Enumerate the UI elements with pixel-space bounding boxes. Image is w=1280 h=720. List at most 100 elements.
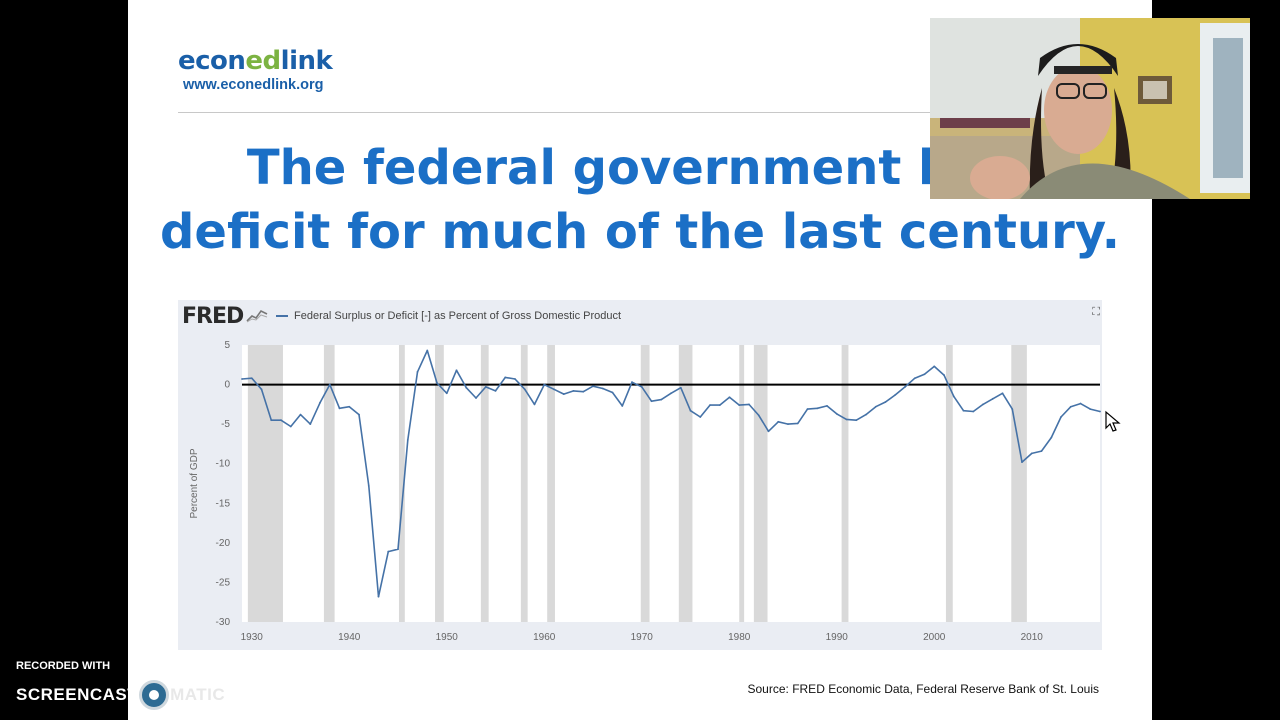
data-point xyxy=(406,439,409,441)
data-point xyxy=(514,378,516,380)
slide-title-line-1: The federal government has xyxy=(246,140,1014,196)
data-point xyxy=(1099,410,1101,413)
data-point xyxy=(270,419,273,422)
y-tick-label: -25 xyxy=(216,577,231,588)
data-point xyxy=(835,412,838,415)
data-point xyxy=(338,407,341,410)
x-tick-label: 1940 xyxy=(338,632,361,643)
data-point xyxy=(1069,405,1072,408)
data-point xyxy=(933,365,936,368)
y-tick-label: -30 xyxy=(216,617,231,628)
data-point xyxy=(904,386,906,388)
recession-band xyxy=(945,345,953,622)
recession-band xyxy=(678,345,693,622)
data-point xyxy=(991,397,994,400)
x-tick-label: 1980 xyxy=(728,632,751,643)
data-point xyxy=(913,377,916,380)
data-point xyxy=(865,413,867,416)
recession-band xyxy=(247,345,283,622)
data-point xyxy=(377,595,380,598)
recession-band xyxy=(398,345,405,622)
data-point xyxy=(826,405,828,407)
data-point xyxy=(874,405,877,408)
recession-band xyxy=(1011,345,1027,622)
data-point xyxy=(426,349,429,352)
plot-area xyxy=(242,345,1100,622)
data-point xyxy=(670,392,672,395)
data-point xyxy=(601,387,604,390)
data-point xyxy=(923,373,926,376)
data-point xyxy=(436,382,438,384)
chart-legend: Federal Surplus or Deficit [-] as Percen… xyxy=(276,310,621,322)
source-note: Source: FRED Economic Data, Federal Rese… xyxy=(747,682,1100,696)
data-point xyxy=(611,391,614,394)
y-axis-label: Percent of GDP xyxy=(189,448,200,518)
data-point xyxy=(250,377,253,380)
recorded-with-label: RECORDED WITH xyxy=(16,660,111,672)
screencast-matic-logo: SCREENCAST MATIC xyxy=(16,680,225,710)
data-point xyxy=(387,550,390,553)
data-point xyxy=(796,422,799,425)
data-point xyxy=(504,376,507,379)
slide-title-line-2: deficit for much of the last century. xyxy=(160,204,1120,260)
data-point xyxy=(689,409,692,412)
x-tick-label: 1990 xyxy=(826,632,849,643)
data-point xyxy=(738,404,741,407)
data-point xyxy=(358,413,360,416)
data-point xyxy=(1021,461,1023,464)
recession-band xyxy=(841,345,849,622)
data-point xyxy=(562,393,565,395)
y-tick-label: -15 xyxy=(216,498,231,509)
x-tick-label: 1970 xyxy=(631,632,654,643)
data-point xyxy=(982,403,984,406)
data-point xyxy=(962,409,965,412)
recession-band xyxy=(520,345,528,622)
data-point xyxy=(845,418,848,421)
data-point xyxy=(241,378,243,380)
recession-band xyxy=(753,345,768,622)
data-point xyxy=(699,416,702,418)
data-point xyxy=(650,400,653,403)
data-point xyxy=(621,405,624,407)
matic-text: MATIC xyxy=(170,685,226,704)
data-point xyxy=(523,388,526,391)
data-point xyxy=(582,390,585,393)
data-point xyxy=(592,385,594,388)
data-point xyxy=(367,484,370,487)
data-point xyxy=(972,410,975,413)
data-point xyxy=(1079,402,1082,405)
data-point xyxy=(465,386,468,389)
data-point xyxy=(640,386,643,388)
expand-icon[interactable]: ⛶ xyxy=(1092,306,1100,318)
chart-svg: 5 0 -5 -10 -15 -20 -25 -30 1930 1940 1950 1960 1970 1… xyxy=(189,340,1101,643)
data-point xyxy=(475,397,477,399)
data-point xyxy=(718,404,721,407)
recession-band xyxy=(435,345,444,622)
data-point xyxy=(767,430,770,433)
data-point xyxy=(494,390,497,392)
data-point xyxy=(455,369,458,372)
y-tick-label: 0 xyxy=(224,380,230,391)
data-point xyxy=(309,423,312,426)
legend-label: Federal Surplus or Deficit [-] as Percen… xyxy=(294,310,622,322)
data-point xyxy=(445,392,448,395)
x-tick-label: 1950 xyxy=(436,632,459,643)
data-point xyxy=(855,419,858,422)
logo-url: www.econedlink.org xyxy=(183,77,324,93)
data-point xyxy=(397,548,399,551)
logo-part-econ: econ xyxy=(178,46,246,76)
data-point xyxy=(299,413,302,416)
data-point xyxy=(543,383,546,386)
data-point xyxy=(728,396,731,399)
data-point xyxy=(289,425,292,428)
data-point xyxy=(348,405,351,408)
data-point xyxy=(1089,408,1092,411)
fred-sparkline-icon xyxy=(246,309,268,323)
x-tick-label: 1960 xyxy=(533,632,556,643)
data-point xyxy=(943,374,945,376)
screencast-text: SCREENCAST xyxy=(16,685,139,704)
data-point xyxy=(816,407,819,410)
webcam-overlay xyxy=(930,18,1250,199)
data-point xyxy=(894,393,897,396)
data-point xyxy=(952,395,955,398)
